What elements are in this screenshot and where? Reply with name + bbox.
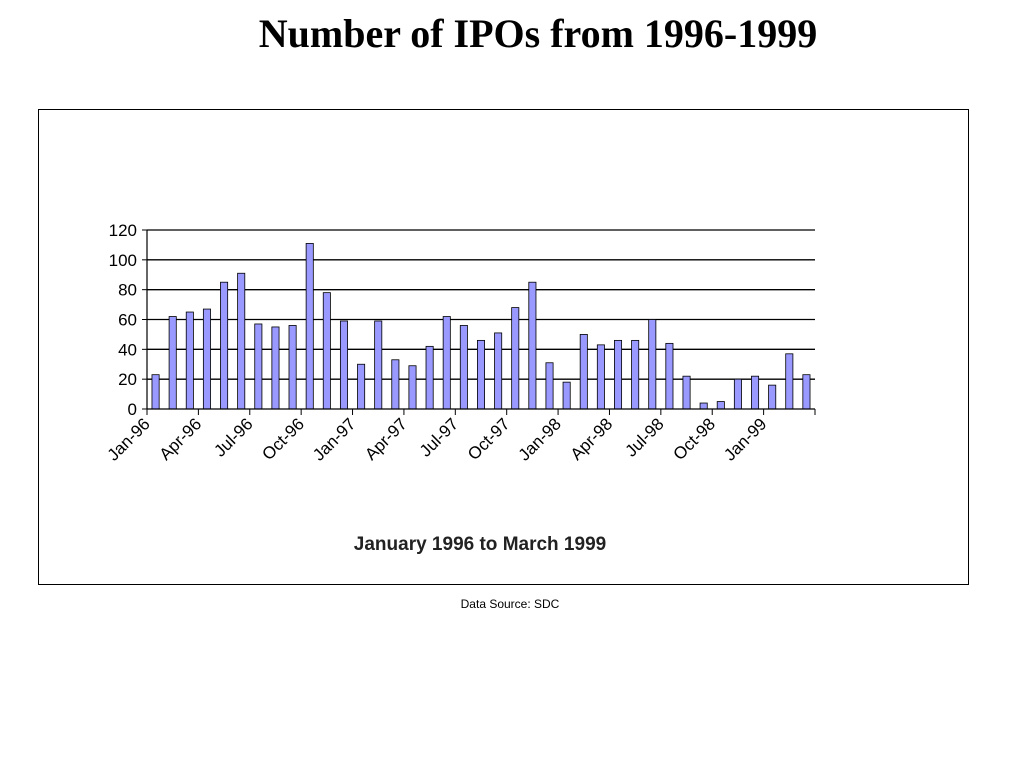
bar-Jun-98 xyxy=(648,319,657,410)
x-tick-label-Apr-97: Apr-97 xyxy=(361,414,411,464)
bar-Oct-96 xyxy=(305,243,314,410)
x-tick-label-Jul-96: Jul-96 xyxy=(210,414,256,460)
bar-Jan-96 xyxy=(151,374,160,410)
bar-Nov-96 xyxy=(322,292,331,410)
x-tick-label-Jan-96: Jan-96 xyxy=(104,414,154,464)
y-tick-label: 40 xyxy=(118,340,137,359)
bar-Sep-98 xyxy=(699,402,708,410)
bar-May-98 xyxy=(631,339,640,410)
slide-title: Number of IPOs from 1996-1999 xyxy=(258,11,818,56)
x-axis-title: January 1996 to March 1999 xyxy=(354,534,606,555)
bar-Mar-99 xyxy=(802,374,811,410)
bar-Mar-98 xyxy=(596,344,605,410)
bar-Jan-98 xyxy=(562,381,571,410)
y-tick-label: 60 xyxy=(118,311,137,330)
bar-Aug-96 xyxy=(271,326,280,410)
x-tick-label-Jul-97: Jul-97 xyxy=(416,414,462,460)
bar-Jan-97 xyxy=(357,363,366,410)
bar-Mar-96 xyxy=(185,311,194,410)
bar-Feb-98 xyxy=(579,334,588,410)
bar-Sep-97 xyxy=(494,332,503,410)
bar-May-97 xyxy=(425,345,434,410)
bar-Oct-97 xyxy=(511,307,520,410)
bar-Jul-96 xyxy=(254,323,263,410)
bar-Jun-96 xyxy=(237,272,246,410)
y-tick-label: 20 xyxy=(118,370,137,389)
bar-Jan-99 xyxy=(768,384,777,410)
x-tick-label-Oct-98: Oct-98 xyxy=(670,414,720,464)
bar-Oct-98 xyxy=(716,401,725,410)
bar-Nov-98 xyxy=(733,378,742,410)
bar-Aug-98 xyxy=(682,375,691,410)
bar-Apr-96 xyxy=(202,308,211,410)
bar-Feb-96 xyxy=(168,316,177,410)
x-tick-label-Oct-96: Oct-96 xyxy=(258,414,308,464)
bar-Apr-97 xyxy=(408,365,417,410)
x-tick-label-Oct-97: Oct-97 xyxy=(464,414,514,464)
bar-Nov-97 xyxy=(528,281,537,410)
x-tick-label-Jan-99: Jan-99 xyxy=(720,414,770,464)
bar-Jul-97 xyxy=(459,325,468,410)
x-tick-label-Jan-97: Jan-97 xyxy=(309,414,359,464)
bar-Aug-97 xyxy=(477,339,485,410)
x-tick-label-Apr-96: Apr-96 xyxy=(156,414,206,464)
y-tick-label: 0 xyxy=(128,400,137,419)
y-tick-label: 120 xyxy=(109,221,137,240)
bar-Mar-97 xyxy=(391,359,400,410)
bar-Jun-97 xyxy=(442,316,451,410)
y-tick-label: 100 xyxy=(109,251,137,270)
x-tick-label-Jan-98: Jan-98 xyxy=(515,414,565,464)
bar-May-96 xyxy=(220,281,229,410)
bar-Jul-98 xyxy=(665,342,674,410)
y-tick-label: 80 xyxy=(118,281,137,300)
bar-Dec-97 xyxy=(545,362,554,410)
bar-Apr-98 xyxy=(614,339,623,410)
bar-Dec-98 xyxy=(751,375,760,410)
bar-Feb-97 xyxy=(374,320,383,410)
bar-Feb-99 xyxy=(785,353,794,410)
x-tick-label-Jul-98: Jul-98 xyxy=(621,414,667,460)
data-source-note: Data Source: SDC xyxy=(460,597,560,611)
chart-frame: 0 20 40 60 80 100 120 Jan-96 Apr-96 Jul-96 Oct-96 J… xyxy=(38,109,969,585)
bar-Sep-96 xyxy=(288,325,297,410)
bar-Dec-96 xyxy=(339,320,348,410)
x-tick-label-Apr-98: Apr-98 xyxy=(567,414,617,464)
